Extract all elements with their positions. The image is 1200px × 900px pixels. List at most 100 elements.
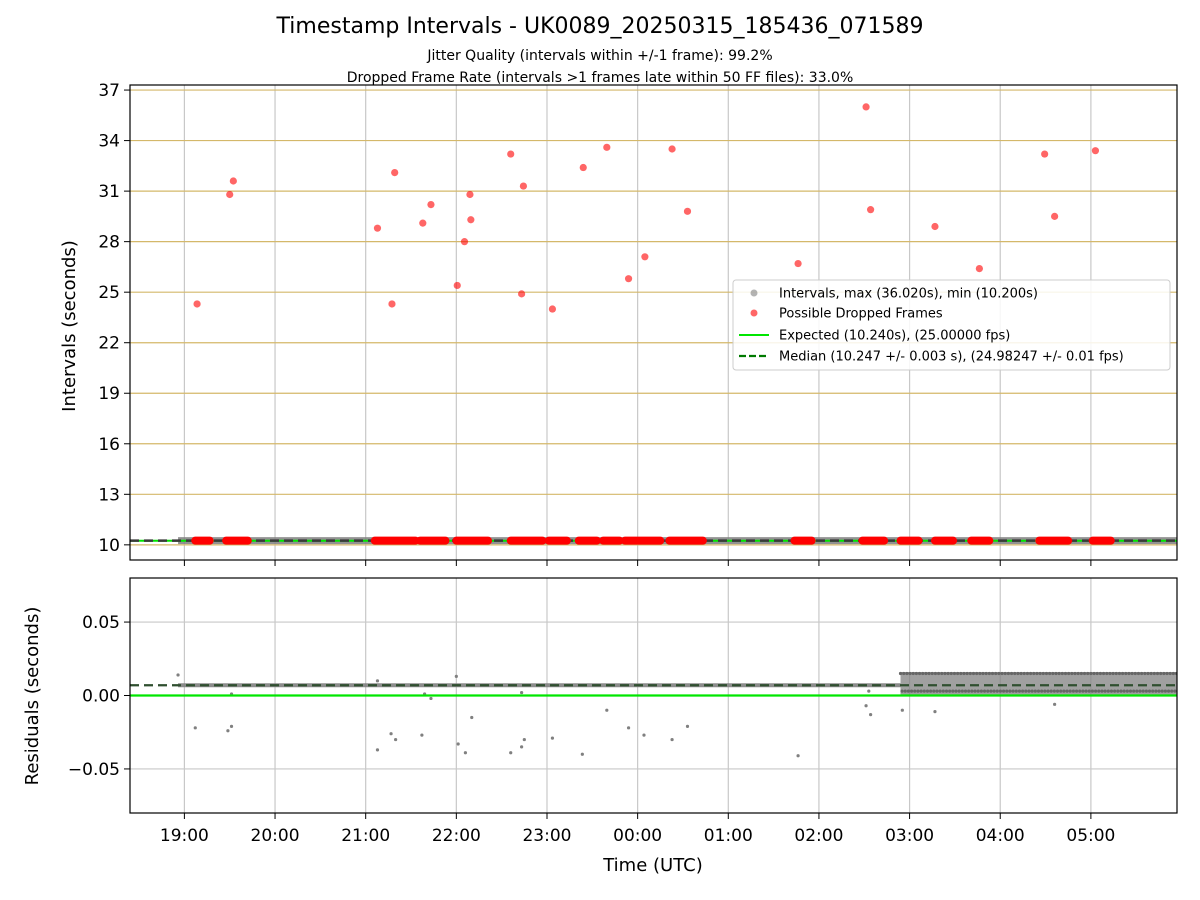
- residual-point: [226, 729, 230, 733]
- dropped-frame-point: [193, 300, 201, 308]
- x-tick-label: 04:00: [976, 826, 1025, 846]
- legend-dropped-marker: [750, 309, 758, 317]
- residual-point: [1092, 671, 1096, 676]
- residual-point: [375, 748, 380, 752]
- residuals-frame: [129, 577, 1178, 814]
- residual-point: [389, 732, 393, 736]
- residual-point: [1111, 671, 1115, 676]
- residual-point: [1049, 689, 1053, 693]
- residual-point: [1076, 671, 1080, 676]
- residual-point: [975, 671, 979, 676]
- residual-point: [193, 726, 197, 730]
- residual-point: [1036, 689, 1041, 693]
- dropped-frame-point: [862, 103, 870, 111]
- residual-point: [1041, 671, 1045, 676]
- x-tick-label: 03:00: [885, 826, 934, 846]
- residual-point: [1093, 689, 1098, 693]
- residual-point: [1059, 689, 1063, 693]
- residual-point: [1016, 671, 1020, 676]
- residual-point: [1171, 671, 1175, 676]
- residual-point: [1073, 671, 1077, 676]
- dropped-frame-point: [1051, 212, 1059, 220]
- dropped-frame-point: [460, 238, 469, 246]
- legend: Intervals, max (36.020s), min (10.200s) P…: [732, 279, 1171, 371]
- residual-point: [1113, 689, 1117, 693]
- residual-point: [944, 689, 949, 693]
- residual-point: [925, 689, 930, 693]
- residual-point: [967, 689, 971, 693]
- residual-point: [1070, 671, 1074, 676]
- dropped-frame-point: [507, 150, 515, 158]
- intervals-y-tick-label: 16: [98, 435, 120, 455]
- residual-point: [1003, 671, 1007, 676]
- residual-point: [642, 733, 646, 737]
- dropped-frame-point: [1091, 147, 1100, 155]
- intervals-panel: 10 13 16 19 22 25 28 31 34 37 Intervals, max (36.…: [59, 81, 1178, 566]
- residual-point: [1027, 689, 1031, 693]
- residual-point: [1106, 689, 1110, 693]
- legend-intervals-marker: [750, 289, 758, 297]
- residual-point: [1065, 689, 1069, 693]
- residual-point: [954, 689, 958, 693]
- residual-point: [1087, 689, 1091, 693]
- x-tick-label: 21:00: [341, 826, 390, 846]
- residual-point: [1024, 689, 1028, 693]
- residual-point: [911, 671, 915, 676]
- residual-point: [1128, 689, 1133, 693]
- residual-point: [1008, 689, 1012, 693]
- residual-point: [921, 671, 925, 676]
- x-tick-label: 05:00: [1066, 826, 1115, 846]
- residual-point: [1013, 671, 1017, 676]
- residual-point: [962, 671, 966, 676]
- residual-point: [1009, 671, 1014, 676]
- residuals-y-tick-label: 0.00: [82, 687, 120, 707]
- residual-point: [1143, 671, 1147, 676]
- residual-point: [995, 689, 999, 693]
- residual-point: [454, 674, 458, 679]
- dropped-frame-point: [641, 253, 649, 261]
- dropped-frame-point: [427, 200, 435, 209]
- residual-point: [1035, 671, 1039, 676]
- residual-point: [867, 689, 871, 693]
- residual-point: [1144, 689, 1148, 693]
- residual-point: [1165, 671, 1169, 676]
- residual-point: [1074, 689, 1079, 693]
- residual-point: [976, 689, 980, 693]
- residual-point: [949, 671, 953, 676]
- residual-point: [981, 671, 985, 676]
- residuals-axes: 0.05 0.00 −0.05 19:00 20:00 21:00 22:00 23:00 00…: [68, 577, 1178, 846]
- residual-point: [1125, 689, 1129, 693]
- residual-point: [1044, 671, 1049, 676]
- intervals-y-tick-label: 10: [98, 536, 120, 556]
- residual-point: [903, 689, 907, 693]
- residual-point: [1127, 671, 1131, 676]
- residual-point: [1103, 689, 1107, 693]
- residual-point: [917, 671, 922, 676]
- residual-point: [580, 752, 584, 756]
- residual-point: [933, 671, 938, 676]
- residual-point: [963, 689, 968, 693]
- residual-point: [982, 689, 987, 693]
- residual-point: [948, 689, 952, 693]
- intervals-axes: 10 13 16 19 22 25 28 31 34 37: [98, 81, 1178, 566]
- residual-point: [1121, 671, 1125, 676]
- intervals-y-tick-label: 28: [98, 233, 120, 253]
- residual-point: [1100, 689, 1104, 693]
- residual-point: [1040, 689, 1044, 693]
- dropped-frame-point: [466, 190, 474, 199]
- residual-point: [520, 690, 524, 695]
- residual-point: [1022, 671, 1026, 676]
- residual-point: [968, 671, 972, 676]
- residual-point: [943, 671, 947, 676]
- residual-point: [987, 671, 991, 676]
- residual-point: [909, 689, 914, 693]
- residual-point: [1152, 671, 1156, 676]
- legend-entry-label: Median (10.247 +/- 0.003 s), (24.98247 +…: [779, 350, 1124, 365]
- residual-point: [959, 671, 963, 676]
- residual-point: [869, 712, 873, 717]
- residual-point: [864, 704, 868, 708]
- residual-point: [1132, 689, 1136, 693]
- residual-point: [463, 751, 468, 755]
- residual-point: [979, 689, 983, 693]
